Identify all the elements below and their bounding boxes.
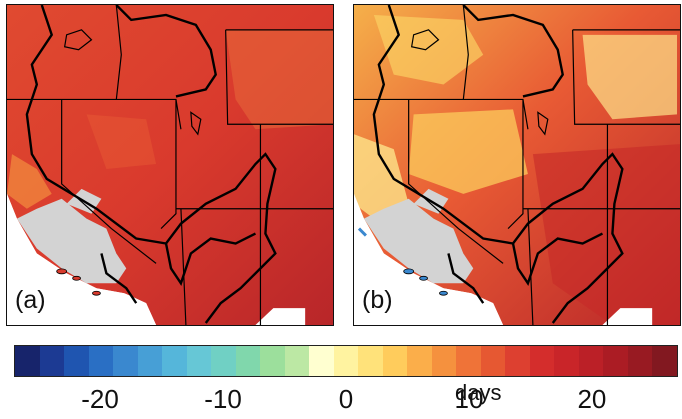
colorbar-swatch [333, 346, 359, 376]
no-data-region [363, 198, 474, 284]
colorbar-tick-label: -20 [81, 384, 119, 414]
colorbar-swatch [431, 346, 457, 376]
colorbar-swatch [578, 346, 604, 376]
colorbar-tick-label: 10 [454, 384, 484, 414]
watershed-boundaries [372, 5, 624, 324]
colorbar-swatch [211, 346, 236, 376]
colorbar-swatch [652, 346, 677, 376]
colorbar-swatch [15, 346, 40, 376]
colorbar-swatch [113, 346, 138, 376]
colorbar-swatch [162, 346, 187, 376]
colorbar-swatch [260, 346, 285, 376]
no-data-region [16, 198, 127, 284]
colorbar-unit-label: days [455, 380, 502, 405]
colorbar-tick-label: 20 [577, 384, 607, 414]
ocean-area [7, 193, 157, 325]
colorbar-swatch [284, 346, 310, 376]
watershed-boundaries [25, 5, 277, 324]
panel-label-a: (a) [15, 286, 46, 314]
colorbar-swatch [505, 346, 530, 376]
colorbar-swatch [358, 346, 383, 376]
map-panel-a: (a) [6, 4, 334, 326]
colorbar-swatch [627, 346, 653, 376]
ocean-area [354, 193, 504, 325]
colorbar-tick-label: -10 [204, 384, 242, 414]
colorbar-swatch [603, 346, 628, 376]
colorbar-swatch [64, 346, 89, 376]
state-boundaries [354, 5, 680, 325]
colorbar-swatch [39, 346, 65, 376]
colorbar-swatch [382, 346, 408, 376]
map-b-svg [354, 5, 680, 325]
map-a-svg [7, 5, 333, 325]
colorbar-swatch [407, 346, 432, 376]
northern-yellow-region [373, 14, 484, 85]
map-panel-b: (b) [353, 4, 681, 326]
colorbar-tick-label: 0 [338, 384, 354, 414]
panel-label-b: (b) [362, 286, 393, 314]
colorbar [14, 345, 678, 377]
colorbar-swatch [480, 346, 506, 376]
colorbar-swatch [137, 346, 163, 376]
colorbar-swatch [88, 346, 114, 376]
state-boundaries [7, 5, 333, 325]
colorbar-swatch [309, 346, 334, 376]
colorbar-swatch [554, 346, 579, 376]
northeast-region [225, 29, 333, 130]
colorbar-swatch [529, 346, 555, 376]
colorbar-swatch [186, 346, 212, 376]
colorbar-swatch [235, 346, 261, 376]
colorbar-swatch [456, 346, 481, 376]
